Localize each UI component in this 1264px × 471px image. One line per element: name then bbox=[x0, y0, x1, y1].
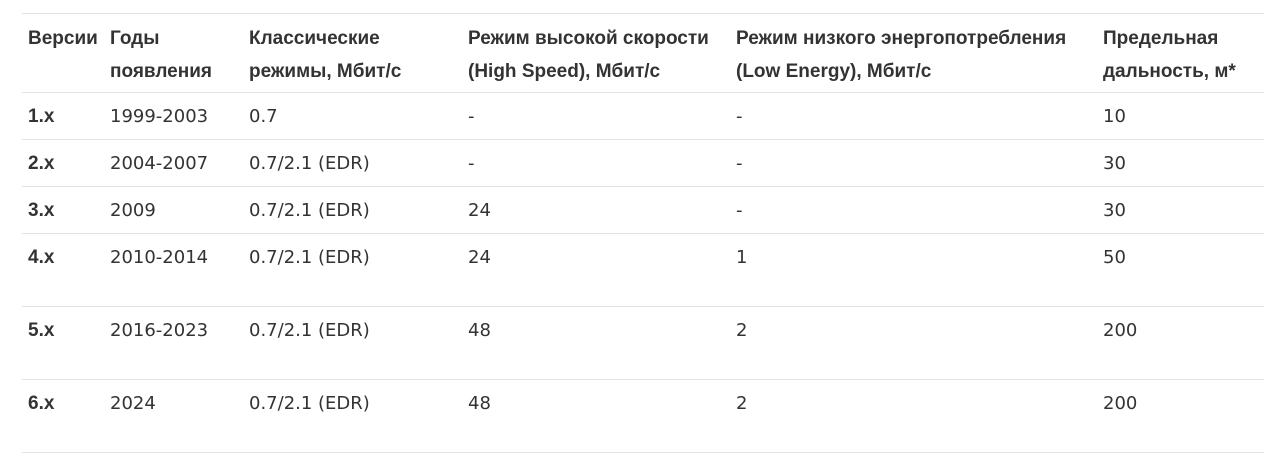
table-row: 6.x 2024 0.7/2.1 (EDR) 48 2 200 bbox=[22, 380, 1264, 453]
version-cell: 6.x bbox=[28, 393, 55, 414]
header-classic-line1: Классические bbox=[249, 28, 380, 49]
table-row: 3.x 2009 0.7/2.1 (EDR) 24 - 30 bbox=[22, 187, 1264, 234]
header-years-line1: Годы bbox=[110, 28, 160, 49]
version-cell: 5.x bbox=[28, 320, 55, 341]
header-high-speed-line1: Режим высокой скорости bbox=[468, 28, 709, 49]
years-cell: 1999-2003 bbox=[110, 106, 209, 127]
low-energy-cell: - bbox=[736, 200, 743, 221]
header-classic-line2: режимы, Мбит/с bbox=[249, 61, 402, 82]
classic-cell: 0.7 bbox=[249, 106, 278, 127]
high-speed-cell: - bbox=[468, 106, 475, 127]
range-cell: 200 bbox=[1103, 320, 1138, 341]
classic-cell: 0.7/2.1 (EDR) bbox=[249, 393, 370, 414]
header-years: Годы появления bbox=[104, 14, 243, 92]
header-range: Предельная дальность, м* bbox=[1097, 14, 1264, 92]
low-energy-cell: 2 bbox=[736, 320, 748, 341]
low-energy-cell: 2 bbox=[736, 393, 748, 414]
range-cell: 10 bbox=[1103, 106, 1126, 127]
classic-cell: 0.7/2.1 (EDR) bbox=[249, 247, 370, 268]
low-energy-cell: 1 bbox=[736, 247, 748, 268]
range-cell: 50 bbox=[1103, 247, 1126, 268]
table-row: 5.x 2016-2023 0.7/2.1 (EDR) 48 2 200 bbox=[22, 307, 1264, 380]
version-cell: 3.x bbox=[28, 200, 55, 221]
low-energy-cell: - bbox=[736, 153, 743, 174]
classic-cell: 0.7/2.1 (EDR) bbox=[249, 153, 370, 174]
bluetooth-versions-table: Версии Годы появления Классические режим… bbox=[22, 13, 1264, 453]
high-speed-cell: - bbox=[468, 153, 475, 174]
header-versions: Версии bbox=[22, 14, 104, 92]
high-speed-cell: 24 bbox=[468, 247, 491, 268]
classic-cell: 0.7/2.1 (EDR) bbox=[249, 200, 370, 221]
header-range-line2: дальность, м* bbox=[1103, 61, 1236, 82]
years-cell: 2024 bbox=[110, 393, 156, 414]
years-cell: 2004-2007 bbox=[110, 153, 209, 174]
range-cell: 30 bbox=[1103, 200, 1126, 221]
header-low-energy-line1: Режим низкого энергопотребления bbox=[736, 28, 1067, 49]
header-high-speed-line2: (High Speed), Мбит/с bbox=[468, 61, 661, 82]
version-cell: 1.x bbox=[28, 106, 55, 127]
high-speed-cell: 48 bbox=[468, 320, 491, 341]
range-cell: 30 bbox=[1103, 153, 1126, 174]
header-range-line1: Предельная bbox=[1103, 28, 1219, 49]
years-cell: 2010-2014 bbox=[110, 247, 209, 268]
header-high-speed: Режим высокой скорости (High Speed), Мби… bbox=[462, 14, 730, 92]
table-header-row: Версии Годы появления Классические режим… bbox=[22, 14, 1264, 93]
high-speed-cell: 24 bbox=[468, 200, 491, 221]
years-cell: 2009 bbox=[110, 200, 156, 221]
header-years-line2: появления bbox=[110, 61, 212, 82]
range-cell: 200 bbox=[1103, 393, 1138, 414]
classic-cell: 0.7/2.1 (EDR) bbox=[249, 320, 370, 341]
years-cell: 2016-2023 bbox=[110, 320, 209, 341]
table-row: 4.x 2010-2014 0.7/2.1 (EDR) 24 1 50 bbox=[22, 234, 1264, 307]
table-row: 1.x 1999-2003 0.7 - - 10 bbox=[22, 93, 1264, 140]
low-energy-cell: - bbox=[736, 106, 743, 127]
high-speed-cell: 48 bbox=[468, 393, 491, 414]
header-versions-line1: Версии bbox=[28, 28, 98, 49]
table-row: 2.x 2004-2007 0.7/2.1 (EDR) - - 30 bbox=[22, 140, 1264, 187]
header-low-energy-line2: (Low Energy), Мбит/с bbox=[736, 61, 932, 82]
header-classic: Классические режимы, Мбит/с bbox=[243, 14, 462, 92]
version-cell: 4.x bbox=[28, 247, 55, 268]
version-cell: 2.x bbox=[28, 153, 55, 174]
header-low-energy: Режим низкого энергопотребления (Low Ene… bbox=[730, 14, 1097, 92]
